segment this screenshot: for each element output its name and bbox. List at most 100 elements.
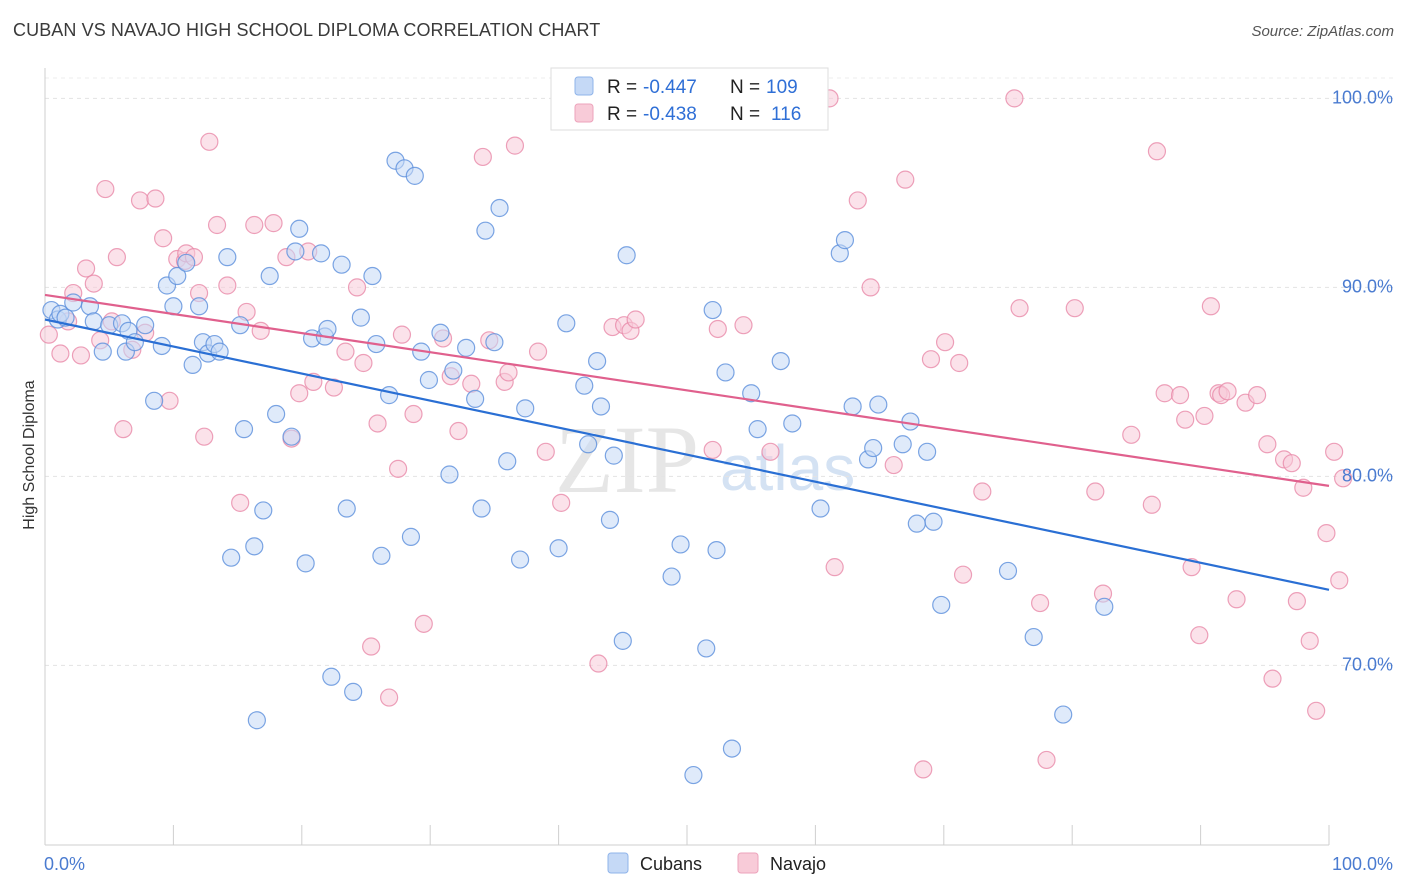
navajo-point xyxy=(207,215,227,235)
navajo-point xyxy=(950,353,969,373)
legend-n-label-navajo: N = xyxy=(730,104,760,125)
cubans-point xyxy=(84,312,103,331)
navajo-point xyxy=(1005,89,1024,108)
navajo-point xyxy=(1086,482,1105,501)
cubans-point xyxy=(843,397,862,416)
cubans-point xyxy=(748,420,767,439)
cubans-point xyxy=(604,446,623,465)
cubans-point xyxy=(260,266,279,286)
navajo-points xyxy=(39,89,1353,779)
cubans-point xyxy=(440,465,459,484)
cubans-point xyxy=(588,351,607,371)
navajo-point xyxy=(1227,590,1246,609)
navajo-point xyxy=(703,440,722,460)
cubans-point xyxy=(591,397,611,416)
cubans-point xyxy=(901,412,920,431)
cubans-point xyxy=(183,355,202,374)
cubans-point xyxy=(771,351,790,371)
navajo-trend-line xyxy=(44,293,1330,487)
cubans-point xyxy=(419,370,439,390)
cubans-point xyxy=(222,548,241,567)
cubans-point xyxy=(600,510,620,529)
cubans-point xyxy=(485,333,504,352)
navajo-point xyxy=(589,654,608,673)
cubans-point xyxy=(363,266,382,286)
cubans-point xyxy=(932,595,951,615)
legend-r-label-navajo: R = xyxy=(607,104,637,125)
cubans-point xyxy=(869,395,888,414)
legend-n-value-cubans: 109 xyxy=(766,77,798,98)
navajo-point xyxy=(1142,495,1161,514)
cubans-point xyxy=(189,297,209,316)
navajo-point xyxy=(392,325,412,344)
navajo-point xyxy=(914,760,933,779)
cubans-point xyxy=(742,384,761,403)
cubans-point xyxy=(431,323,450,342)
cubans-point xyxy=(510,550,530,569)
navajo-point xyxy=(462,374,481,393)
navajo-point xyxy=(861,278,880,297)
cubans-point xyxy=(498,452,517,471)
y-axis-label: High School Diploma xyxy=(21,380,38,530)
cubans-point xyxy=(254,501,273,520)
navajo-point xyxy=(264,214,283,233)
bottom-legend-swatch-cubans xyxy=(607,852,629,874)
cubans-point xyxy=(707,541,726,560)
navajo-point xyxy=(1317,524,1336,543)
navajo-point xyxy=(935,333,955,352)
y-tick-label-1: 80.0% xyxy=(1342,465,1393,485)
navajo-point xyxy=(825,558,844,577)
cubans-point xyxy=(924,512,943,531)
cubans-point xyxy=(286,242,305,261)
navajo-point xyxy=(146,189,165,208)
navajo-point xyxy=(154,229,173,248)
navajo-point xyxy=(251,321,270,340)
navajo-point xyxy=(380,688,399,707)
cubans-trend-line xyxy=(44,318,1330,591)
navajo-point xyxy=(1155,384,1174,403)
navajo-point xyxy=(884,455,903,475)
cubans-point xyxy=(64,293,83,312)
navajo-point xyxy=(1201,297,1220,316)
y-tick-label-3: 100.0% xyxy=(1332,87,1393,107)
legend-r-value-cubans: -0.447 xyxy=(643,77,697,98)
cubans-point xyxy=(918,442,937,461)
cubans-point xyxy=(662,567,681,586)
navajo-point xyxy=(1334,469,1353,488)
cubans-point xyxy=(177,253,196,272)
bottom-legend-label-cubans: Cubans xyxy=(640,854,702,874)
navajo-point xyxy=(347,278,367,297)
chart-title: CUBAN VS NAVAJO HIGH SCHOOL DIPLOMA CORR… xyxy=(13,20,601,40)
cubans-point xyxy=(267,404,286,424)
cubans-point xyxy=(549,539,568,558)
watermark-atlas: atlas xyxy=(720,432,855,504)
navajo-point xyxy=(71,346,91,365)
cubans-point xyxy=(1095,597,1114,616)
navajo-point xyxy=(473,147,492,167)
navajo-point xyxy=(404,404,423,424)
cubans-point xyxy=(516,399,535,418)
navajo-point xyxy=(953,565,973,584)
cubans-point xyxy=(290,219,309,238)
legend-swatch-cubans xyxy=(574,76,594,96)
bottom-legend: Cubans Navajo xyxy=(607,852,826,874)
navajo-point xyxy=(107,248,127,267)
navajo-point xyxy=(362,637,381,656)
navajo-point xyxy=(1218,382,1237,401)
cubans-point xyxy=(322,667,341,686)
cubans-point xyxy=(351,308,370,327)
navajo-point xyxy=(626,310,645,329)
cubans-point xyxy=(296,554,315,573)
navajo-point xyxy=(76,259,96,278)
cubans-point xyxy=(405,166,424,185)
navajo-point xyxy=(1010,299,1029,318)
cubans-point xyxy=(444,361,463,380)
legend-r-value-navajo: -0.438 xyxy=(643,104,697,125)
navajo-point xyxy=(114,420,133,439)
cubans-point xyxy=(579,435,598,454)
navajo-point xyxy=(414,614,433,633)
cubans-point xyxy=(318,319,337,339)
navajo-point xyxy=(51,344,70,363)
cubans-point xyxy=(671,535,690,554)
trend-lines xyxy=(44,293,1330,591)
